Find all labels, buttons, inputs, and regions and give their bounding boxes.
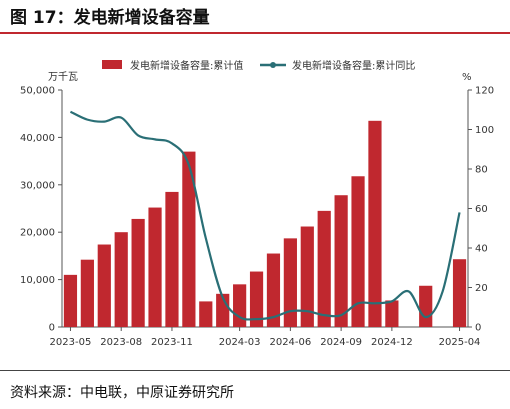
y-left-tick-label: 10,000	[20, 275, 55, 286]
plot-area: 0 10,000 20,000 30,000 40,000 50,000 0 20 40 60 80…	[20, 86, 494, 349]
x-tick-label: 2024-06	[269, 337, 311, 348]
y-left-unit: 万千瓦	[48, 71, 78, 83]
y-left-tick-label: 30,000	[20, 180, 55, 191]
y-right-tick-label: 100	[475, 125, 494, 136]
y-left-tick-label: 20,000	[20, 228, 55, 239]
y-right-tick-label: 0	[475, 323, 481, 334]
x-tick-label: 2025-04	[439, 337, 481, 348]
bar	[148, 207, 162, 327]
y-right-unit: %	[462, 72, 472, 83]
x-tick-label: 2024-03	[219, 337, 261, 348]
source-rule	[0, 370, 510, 371]
bar	[368, 120, 382, 327]
bar	[131, 218, 145, 327]
figure-title: 图 17：发电新增设备容量	[10, 8, 210, 28]
y-right-tick-label: 80	[475, 165, 488, 176]
bar	[114, 232, 128, 327]
bar	[199, 301, 213, 327]
bar	[80, 259, 94, 327]
y-right-tick-label: 20	[475, 283, 488, 294]
bar	[97, 244, 111, 327]
bar	[334, 195, 348, 327]
y-left-tick-label: 40,000	[20, 133, 55, 144]
bar	[452, 259, 467, 327]
legend-line-label: 发电新增设备容量:累计同比	[292, 59, 415, 72]
bar	[317, 210, 331, 327]
bar	[351, 176, 365, 327]
y-right-tick-label: 120	[475, 86, 494, 97]
bar	[266, 253, 281, 327]
bar	[182, 151, 196, 327]
y-right-tick-label: 40	[475, 244, 488, 255]
x-tick-label: 2024-09	[320, 337, 362, 348]
legend-line-marker	[270, 62, 276, 68]
bar	[300, 226, 314, 327]
bar	[63, 274, 78, 327]
bar	[283, 238, 297, 327]
legend-bar-swatch	[102, 60, 122, 69]
x-tick-label: 2023-08	[100, 337, 142, 348]
x-tick-label: 2024-12	[371, 337, 413, 348]
y-left-tick-label: 0	[49, 323, 55, 334]
title-rule	[0, 32, 510, 34]
bar	[249, 271, 264, 327]
bar	[419, 285, 433, 327]
y-right-tick-label: 60	[475, 204, 488, 215]
y-left-tick-label: 50,000	[20, 86, 55, 97]
bar	[233, 284, 247, 327]
legend: 发电新增设备容量:累计值 发电新增设备容量:累计同比	[102, 59, 415, 72]
x-tick-label: 2023-11	[151, 337, 193, 348]
bar	[385, 300, 399, 327]
source-note: 资料来源：中电联，中原证券研究所	[10, 385, 234, 401]
x-tick-label: 2023-05	[50, 337, 92, 348]
bar	[165, 191, 179, 327]
yoy-line	[69, 110, 461, 321]
chart: 发电新增设备容量:累计值 发电新增设备容量:累计同比 万千瓦 % 0 10,000…	[20, 59, 494, 349]
legend-bar-label: 发电新增设备容量:累计值	[130, 59, 243, 72]
